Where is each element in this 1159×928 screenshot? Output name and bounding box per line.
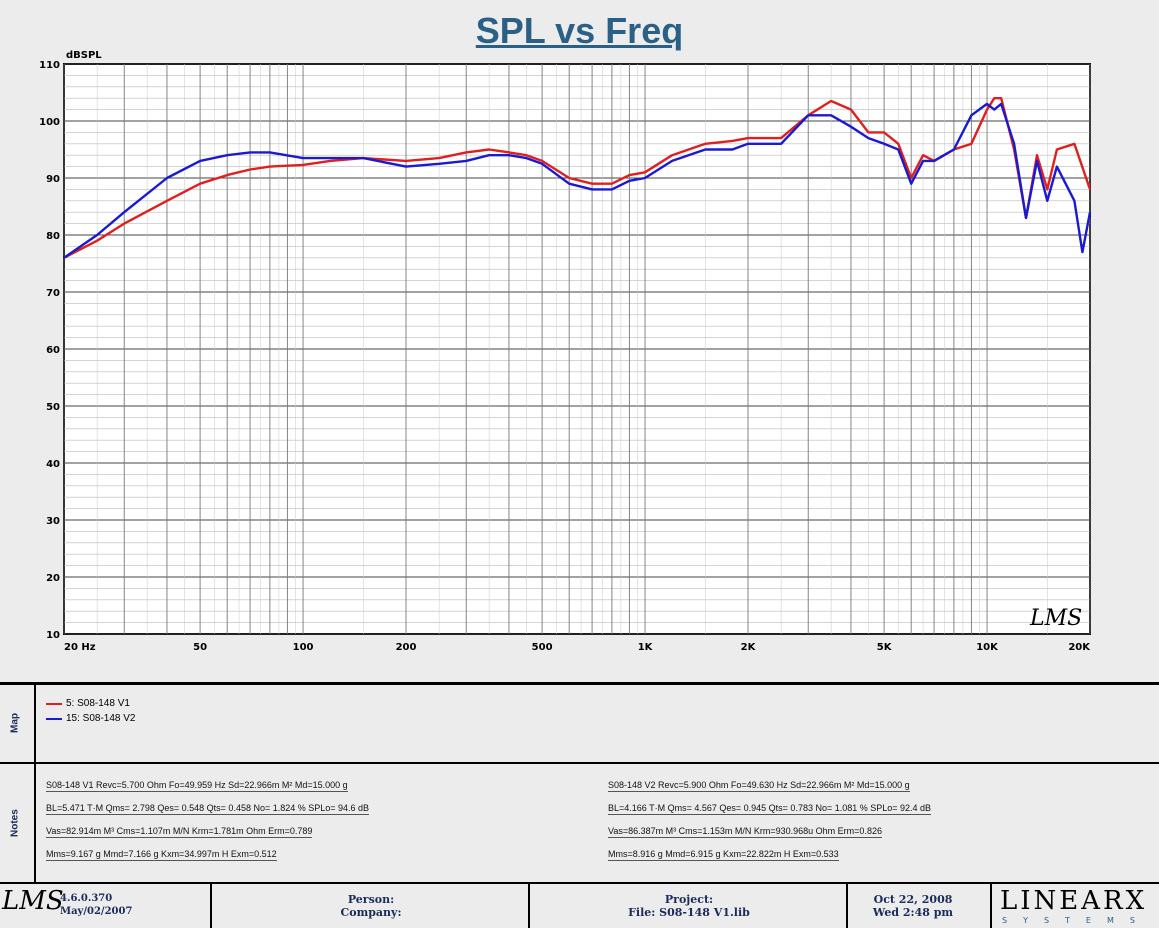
- x-tick-label: 100: [293, 642, 314, 653]
- legend-swatch-blue: [46, 717, 62, 720]
- y-tick-label: 80: [46, 231, 60, 242]
- legend-swatch-red: [46, 702, 62, 705]
- y-axis-unit: dBSPL: [66, 50, 102, 61]
- y-tick-label: 50: [46, 402, 60, 413]
- panel-divider: [0, 682, 1159, 685]
- note-line: Mms=8.916 g Mmd=6.915 g Kxm=22.822m H Ex…: [608, 849, 839, 861]
- person-cell: Person: Company:: [210, 884, 530, 928]
- version-number: 4.6.0.370: [60, 893, 113, 904]
- legend-item: 5: S08-148 V1: [46, 698, 130, 709]
- x-tick-label: 10K: [976, 642, 999, 653]
- project-cell: Project: File: S08-148 V1.lib: [528, 884, 848, 928]
- y-tick-label: 20: [46, 573, 60, 584]
- y-tick-labels: 110 100 90 80 70 60 50 40 30 20 10: [39, 60, 60, 641]
- version-info: 4.6.0.370 May/02/2007: [60, 892, 132, 918]
- y-tick-label: 70: [46, 288, 60, 299]
- file-label: File: S08-148 V1.lib: [628, 906, 750, 919]
- x-tick-label: 500: [532, 642, 553, 653]
- legend-item: 15: S08-148 V2: [46, 713, 136, 724]
- x-tick-label: 20 Hz: [64, 642, 96, 653]
- footer-bar: LMS 4.6.0.370 May/02/2007 Person: Compan…: [0, 884, 1159, 928]
- y-tick-label: 30: [46, 516, 60, 527]
- x-tick-label: 20K: [1068, 642, 1091, 653]
- project-label: Project:: [664, 893, 714, 906]
- time-label: Wed 2:48 pm: [872, 906, 954, 919]
- lms-watermark: LMS: [1029, 606, 1082, 631]
- series-line: [63, 96, 1092, 259]
- linearx-logo: LINEARX SYSTEMS: [990, 884, 1159, 928]
- note-line: Vas=86.387m M³ Cms=1.153m M/N Krm=930.96…: [608, 826, 882, 838]
- note-line: S08-148 V1 Revc=5.700 Ohm Fo=49.959 Hz S…: [46, 780, 348, 792]
- x-tick-labels: 20 Hz 50 100 200 500 1K 2K 5K 10K 20K: [64, 642, 1091, 653]
- note-line: BL=4.166 T·M Qms= 4.567 Qes= 0.945 Qts= …: [608, 803, 932, 815]
- y-tick-label: 60: [46, 345, 60, 356]
- x-tick-label: 2K: [741, 642, 757, 653]
- notes-panel-label: Notes: [9, 809, 21, 837]
- legend-label: 15: S08-148 V2: [66, 713, 136, 724]
- date-label: Oct 22, 2008: [873, 893, 953, 906]
- x-tick-label: 200: [396, 642, 417, 653]
- series-lines: [63, 96, 1092, 259]
- panel-divider: [0, 762, 1159, 764]
- version-date: May/02/2007: [60, 906, 133, 917]
- spl-chart: 110 100 90 80 70 60 50 40 30 20 10 20 Hz 50 100 200 50…: [39, 50, 1092, 653]
- person-label: Person:: [347, 893, 395, 906]
- datetime-cell: Oct 22, 2008 Wed 2:48 pm: [846, 884, 978, 928]
- note-line: S08-148 V2 Revc=5.900 Ohm Fo=49.630 Hz S…: [608, 780, 910, 792]
- company-label: Company:: [340, 906, 402, 919]
- x-tick-label: 1K: [638, 642, 654, 653]
- note-line: Mms=9.167 g Mmd=7.166 g Kxm=34.997m H Ex…: [46, 849, 277, 861]
- note-line: Vas=82.914m M³ Cms=1.107m M/N Krm=1.781m…: [46, 826, 313, 838]
- panel-separator: [34, 685, 36, 762]
- panel-divider: [0, 882, 1159, 884]
- y-tick-label: 90: [46, 174, 60, 185]
- brand-name: LINEARX: [1000, 886, 1148, 916]
- panel-separator: [34, 764, 36, 882]
- lms-logo: LMS: [2, 886, 64, 916]
- map-panel-label: Map: [9, 713, 21, 734]
- x-tick-label: 50: [193, 642, 207, 653]
- y-tick-label: 10: [46, 630, 60, 641]
- y-tick-label: 40: [46, 459, 60, 470]
- brand-subtitle: SYSTEMS: [1002, 916, 1151, 925]
- series-line: [63, 102, 1092, 259]
- y-tick-label: 110: [39, 60, 60, 71]
- y-tick-label: 100: [39, 117, 60, 128]
- legend-label: 5: S08-148 V1: [66, 698, 130, 709]
- note-line: BL=5.471 T·M Qms= 2.798 Qes= 0.548 Qts= …: [46, 803, 370, 815]
- x-tick-label: 5K: [877, 642, 893, 653]
- chart-title: SPL vs Freq: [475, 10, 684, 51]
